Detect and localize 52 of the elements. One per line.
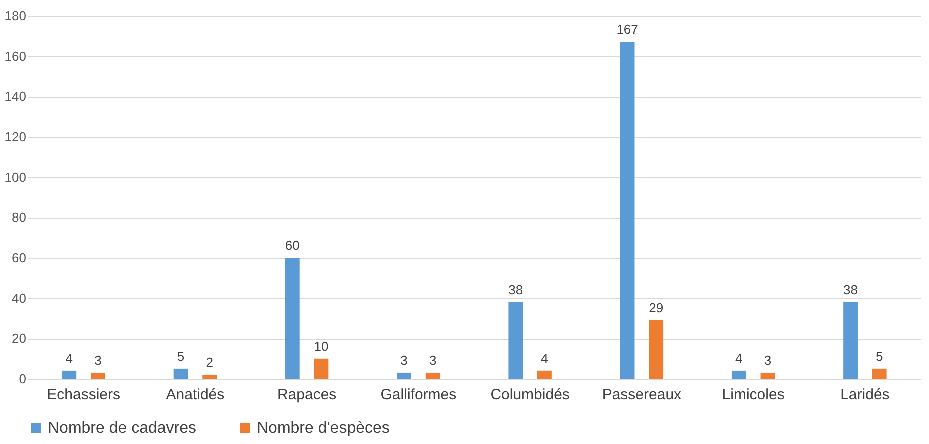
data-label: 3 bbox=[764, 352, 772, 368]
y-tick-label: 180 bbox=[4, 8, 26, 24]
data-label: 3 bbox=[94, 352, 102, 368]
data-label: 38 bbox=[508, 282, 524, 298]
x-tick-label: Echassiers bbox=[47, 386, 120, 404]
bar bbox=[844, 302, 858, 379]
bar bbox=[426, 372, 440, 379]
y-tick-label: 20 bbox=[12, 331, 26, 346]
legend-label: Nombre de cadavres bbox=[48, 420, 197, 437]
bar bbox=[508, 302, 524, 379]
bar bbox=[649, 320, 664, 379]
data-label: 4 bbox=[66, 350, 74, 366]
bar bbox=[202, 374, 218, 379]
y-tick-label: 0 bbox=[19, 372, 26, 386]
data-label: 5 bbox=[177, 348, 185, 364]
bar bbox=[174, 368, 188, 379]
data-label: 167 bbox=[616, 22, 638, 38]
x-tick-label: Rapaces bbox=[277, 386, 337, 404]
data-label: 5 bbox=[876, 348, 884, 364]
data-label: 4 bbox=[541, 350, 548, 366]
bar bbox=[538, 370, 552, 379]
y-tick-label: 60 bbox=[12, 250, 26, 266]
bar bbox=[620, 42, 635, 379]
bar bbox=[872, 368, 887, 379]
bar bbox=[285, 258, 300, 379]
x-tick-label: Columbidés bbox=[490, 386, 570, 404]
y-tick-label: 40 bbox=[12, 290, 26, 306]
legend-label: Nombre d'espèces bbox=[257, 420, 390, 437]
y-tick-label: 140 bbox=[4, 89, 26, 104]
bar bbox=[760, 372, 776, 379]
data-label: 10 bbox=[314, 338, 329, 354]
data-label: 2 bbox=[206, 354, 214, 370]
x-tick-label: Passereaux bbox=[602, 386, 682, 404]
data-label: 29 bbox=[649, 300, 664, 316]
x-tick-label: Anatidés bbox=[166, 386, 225, 404]
bar bbox=[397, 372, 412, 379]
data-label: 4 bbox=[736, 350, 743, 366]
y-tick-label: 120 bbox=[4, 130, 26, 144]
y-tick-label: 160 bbox=[4, 48, 26, 64]
data-label: 60 bbox=[285, 238, 300, 253]
data-label: 38 bbox=[844, 282, 858, 298]
x-tick-label: Galliformes bbox=[380, 386, 457, 404]
x-tick-label: Laridés bbox=[840, 386, 890, 404]
bar bbox=[91, 372, 106, 379]
data-label: 3 bbox=[400, 352, 408, 368]
bar bbox=[314, 358, 329, 379]
data-label: 3 bbox=[429, 352, 437, 368]
y-tick-label: 80 bbox=[12, 210, 26, 226]
bar bbox=[732, 370, 746, 379]
x-tick-label: Limicoles bbox=[722, 386, 785, 404]
bar bbox=[62, 370, 77, 379]
y-tick-label: 100 bbox=[4, 170, 26, 185]
